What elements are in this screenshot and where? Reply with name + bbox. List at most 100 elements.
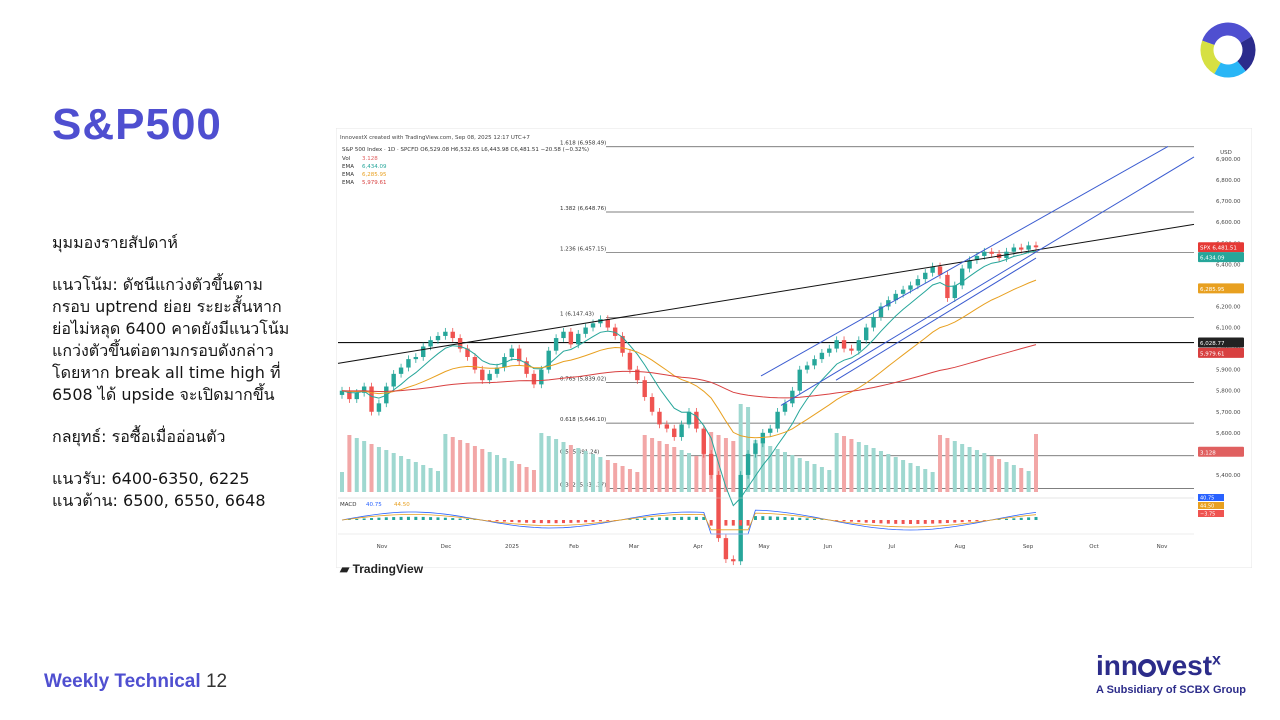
volume-bar <box>1019 468 1024 492</box>
volume-bar <box>554 439 559 492</box>
page-number: 12 <box>205 671 228 692</box>
candle-body <box>657 411 662 425</box>
volume-bar <box>509 461 514 492</box>
candle-body <box>354 392 359 400</box>
analysis-line: แกว่งตัวขึ้นต่อตามกรอบดังกล่าว <box>52 341 274 360</box>
candle-body <box>568 331 574 345</box>
price-chart: InnovestX created with TradingView.com, … <box>335 127 1253 569</box>
brand-subtitle: A Subsidiary of SCBX Group <box>1096 684 1246 696</box>
candle-body <box>612 327 618 336</box>
ema-long-line <box>341 344 1037 399</box>
macd-histogram-bar <box>377 517 381 520</box>
candle-body <box>664 424 670 429</box>
macd-histogram-bar <box>680 516 684 520</box>
candle-body <box>738 474 743 562</box>
fib-label: 1.236 (6,457.15) <box>560 246 606 252</box>
volume-bar <box>495 455 500 492</box>
volume-bar <box>539 433 544 492</box>
macd-histogram-bar <box>1027 517 1031 520</box>
macd-histogram-bar <box>421 516 425 520</box>
indicator-label: EMA <box>342 172 354 178</box>
macd-histogram-bar <box>798 517 802 520</box>
volume-bar <box>347 435 352 492</box>
macd-histogram-bar <box>997 519 1001 520</box>
y-tick-label: 6,700.00 <box>1216 199 1241 205</box>
fib-label: 0.382 (5,336.37) <box>560 482 606 488</box>
price-tag-text: 6,285.95 <box>1200 287 1225 293</box>
candle-body <box>841 340 847 349</box>
macd-histogram-bar <box>643 518 647 520</box>
volume-bar <box>428 468 433 492</box>
macd-histogram-bar <box>665 517 669 520</box>
macd-histogram-bar <box>975 520 979 522</box>
macd-value: 40.75 <box>366 502 382 508</box>
candle-body <box>900 289 906 294</box>
macd-histogram-bar <box>598 520 602 522</box>
ema-mid-line <box>341 279 1037 439</box>
volume-bar <box>384 450 389 492</box>
candle-body <box>679 424 684 438</box>
volume-bar <box>760 443 765 492</box>
macd-histogram-bar <box>872 520 876 524</box>
candle-body <box>790 390 795 404</box>
analysis-line: แนวโน้ม: ดัชนีแกว่งตัวขึ้นตาม <box>52 275 263 294</box>
volume-bar <box>687 453 691 492</box>
macd-histogram-bar <box>709 520 713 526</box>
candle-body <box>708 453 714 475</box>
channel-upper <box>760 145 1169 377</box>
candle-body <box>472 357 478 370</box>
volume-bar <box>871 448 876 492</box>
analysis-line <box>52 406 322 426</box>
volume-bar <box>413 462 418 492</box>
candle-body <box>347 390 352 400</box>
candle-body <box>827 348 832 353</box>
candle-body <box>391 373 396 387</box>
candle-body <box>413 357 419 360</box>
volume-bar <box>960 444 965 492</box>
macd-histogram-bar <box>488 520 492 521</box>
analysis-line: โดยหาก break all time high ที่ <box>52 363 281 382</box>
price-tag <box>1198 337 1244 348</box>
candle-body <box>908 285 913 290</box>
volume-bar <box>753 440 758 492</box>
chart-attribution: InnovestX created with TradingView.com, … <box>340 135 530 141</box>
volume-bar <box>952 441 957 492</box>
price-tag <box>1198 283 1244 294</box>
price-tag <box>1198 347 1244 358</box>
x-tick-label: Oct <box>1089 544 1099 550</box>
trend-line <box>337 223 1195 364</box>
analysis-line <box>52 448 322 468</box>
volume-bar <box>930 472 935 492</box>
candle-body <box>1026 245 1031 250</box>
macd-histogram-bar <box>399 516 403 520</box>
volume-bar <box>819 467 824 492</box>
volume-bar <box>974 450 979 492</box>
candle-body <box>694 411 699 429</box>
ring-segment <box>1202 22 1252 46</box>
volume-bar <box>723 438 728 492</box>
x-tick-label: Dec <box>441 544 452 550</box>
volume-bar <box>768 446 773 492</box>
volume-bar <box>613 463 618 492</box>
volume-bar <box>443 434 448 492</box>
ring-segment <box>1200 40 1222 74</box>
volume-bar <box>827 470 832 492</box>
candle-body <box>406 359 411 368</box>
macd-histogram-bar <box>864 520 868 523</box>
macd-histogram-bar <box>702 516 706 520</box>
candle-body <box>605 319 610 328</box>
volume-bar <box>775 449 780 492</box>
indicator-value: 5,979.61 <box>362 180 387 186</box>
candle-body <box>509 348 515 358</box>
candle-body <box>1011 247 1017 252</box>
price-tag-text: 5,979.61 <box>1200 351 1225 357</box>
x-tick-label: Jul <box>888 544 896 550</box>
y-tick-label: 5,700.00 <box>1216 410 1241 416</box>
x-tick-label: Aug <box>955 544 966 550</box>
candle-body <box>716 474 721 539</box>
macd-histogram-bar <box>525 520 529 523</box>
fib-label: 1.618 (6,958.49) <box>560 141 606 147</box>
volume-bar <box>893 457 898 492</box>
macd-histogram-bar <box>938 520 942 524</box>
volume-bar <box>694 456 699 492</box>
